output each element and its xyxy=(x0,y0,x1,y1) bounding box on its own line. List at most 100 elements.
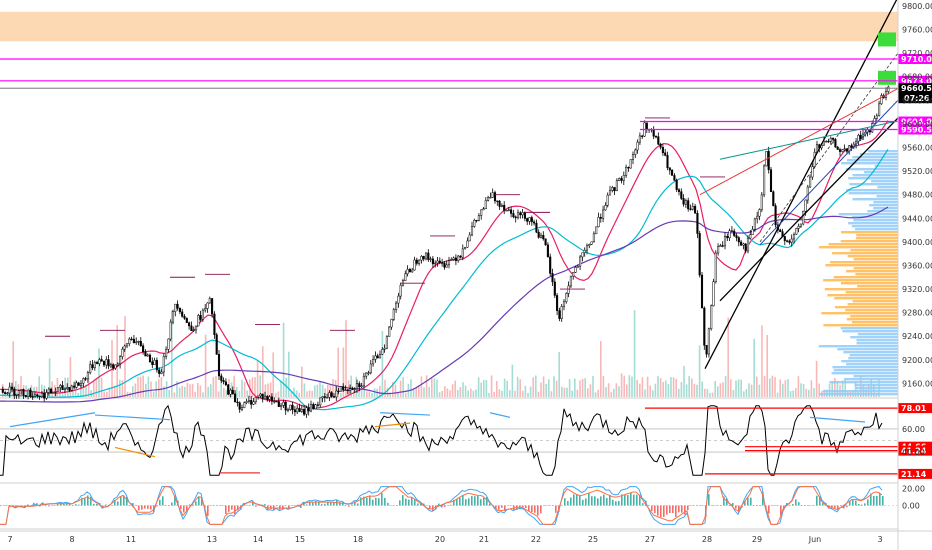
candle-body[interactable] xyxy=(544,238,547,246)
candle-body[interactable] xyxy=(56,387,60,392)
candle-body[interactable] xyxy=(365,372,368,377)
candle-body[interactable] xyxy=(238,402,241,410)
candle-body[interactable] xyxy=(217,354,221,377)
candle-body[interactable] xyxy=(659,144,662,148)
candle-body[interactable] xyxy=(836,146,839,150)
candle-body[interactable] xyxy=(344,389,347,391)
candle-body[interactable] xyxy=(413,259,416,271)
candle-body[interactable] xyxy=(602,209,605,219)
candle-body[interactable] xyxy=(611,187,614,191)
rsi-divergence[interactable] xyxy=(489,412,511,418)
candle-body[interactable] xyxy=(355,383,359,389)
candle-body[interactable] xyxy=(252,401,255,405)
fib-dashed-line[interactable] xyxy=(759,52,899,243)
candle-body[interactable] xyxy=(645,122,648,130)
candle-body[interactable] xyxy=(811,166,814,178)
candle-body[interactable] xyxy=(8,386,11,394)
candle-body[interactable] xyxy=(887,86,890,92)
candle-body[interactable] xyxy=(1,389,4,393)
candle-body[interactable] xyxy=(843,148,846,150)
candle-body[interactable] xyxy=(418,259,421,264)
candle-body[interactable] xyxy=(153,360,156,365)
candle-body[interactable] xyxy=(169,321,172,340)
candle-body[interactable] xyxy=(289,404,292,410)
candle-body[interactable] xyxy=(560,306,563,319)
candle-body[interactable] xyxy=(443,262,446,268)
candle-body[interactable] xyxy=(227,384,230,395)
candle-body[interactable] xyxy=(142,345,145,353)
candle-body[interactable] xyxy=(661,147,664,154)
candle-body[interactable] xyxy=(763,165,766,196)
candle-body[interactable] xyxy=(753,218,756,230)
candle-body[interactable] xyxy=(10,386,14,390)
candle-body[interactable] xyxy=(700,274,704,309)
candle-body[interactable] xyxy=(383,347,386,350)
candle-body[interactable] xyxy=(84,378,87,380)
candle-body[interactable] xyxy=(767,151,770,170)
candle-body[interactable] xyxy=(342,386,345,391)
candle-body[interactable] xyxy=(188,322,191,327)
candle-body[interactable] xyxy=(125,343,129,347)
candle-body[interactable] xyxy=(590,241,593,245)
candle-body[interactable] xyxy=(470,226,474,236)
candle-body[interactable] xyxy=(797,225,800,229)
candle-body[interactable] xyxy=(615,180,618,192)
candle-body[interactable] xyxy=(404,273,407,281)
candle-body[interactable] xyxy=(109,364,112,367)
candle-body[interactable] xyxy=(38,395,41,398)
candle-body[interactable] xyxy=(15,393,18,396)
candle-body[interactable] xyxy=(116,363,119,366)
candle-body[interactable] xyxy=(215,334,218,355)
candle-body[interactable] xyxy=(597,217,600,228)
candle-body[interactable] xyxy=(783,236,786,241)
candle-body[interactable] xyxy=(351,388,354,390)
candle-body[interactable] xyxy=(91,364,94,369)
candle-body[interactable] xyxy=(50,388,53,394)
candle-body[interactable] xyxy=(247,400,250,402)
candle-body[interactable] xyxy=(245,401,248,403)
candle-body[interactable] xyxy=(392,309,395,320)
rsi-line[interactable] xyxy=(0,404,883,476)
candle-body[interactable] xyxy=(284,401,287,411)
candle-body[interactable] xyxy=(627,167,630,169)
candle-body[interactable] xyxy=(132,338,135,344)
candle-body[interactable] xyxy=(537,231,540,238)
candle-body[interactable] xyxy=(17,390,20,395)
candle-body[interactable] xyxy=(447,260,451,266)
candle-body[interactable] xyxy=(316,404,319,406)
candle-body[interactable] xyxy=(107,359,110,367)
candle-body[interactable] xyxy=(634,149,637,155)
rsi-divergence[interactable] xyxy=(374,422,411,428)
candle-body[interactable] xyxy=(367,372,370,374)
candle-body[interactable] xyxy=(788,240,791,243)
candle-body[interactable] xyxy=(434,262,437,265)
candle-body[interactable] xyxy=(73,385,76,388)
candle-body[interactable] xyxy=(61,385,64,391)
candle-body[interactable] xyxy=(599,217,602,219)
candle-body[interactable] xyxy=(158,369,161,374)
candle-body[interactable] xyxy=(512,213,515,218)
candle-body[interactable] xyxy=(790,238,793,243)
candle-body[interactable] xyxy=(66,387,69,390)
target-box[interactable] xyxy=(878,32,896,47)
candle-body[interactable] xyxy=(298,407,301,412)
candle-body[interactable] xyxy=(431,258,434,265)
candle-body[interactable] xyxy=(441,262,444,264)
candle-body[interactable] xyxy=(349,388,352,391)
candle-body[interactable] xyxy=(286,409,290,411)
candle-body[interactable] xyxy=(838,149,842,152)
rsi-level-badge[interactable] xyxy=(898,403,932,414)
candle-body[interactable] xyxy=(721,245,724,247)
candle-body[interactable] xyxy=(424,252,428,260)
candle-body[interactable] xyxy=(275,401,278,403)
candle-body[interactable] xyxy=(723,236,727,247)
candle-body[interactable] xyxy=(390,319,393,328)
candle-body[interactable] xyxy=(710,305,713,330)
candle-body[interactable] xyxy=(59,385,62,388)
candle-body[interactable] xyxy=(687,200,690,210)
candle-body[interactable] xyxy=(372,359,375,365)
candle-body[interactable] xyxy=(769,169,773,192)
candle-body[interactable] xyxy=(657,136,660,145)
candle-body[interactable] xyxy=(878,103,881,117)
